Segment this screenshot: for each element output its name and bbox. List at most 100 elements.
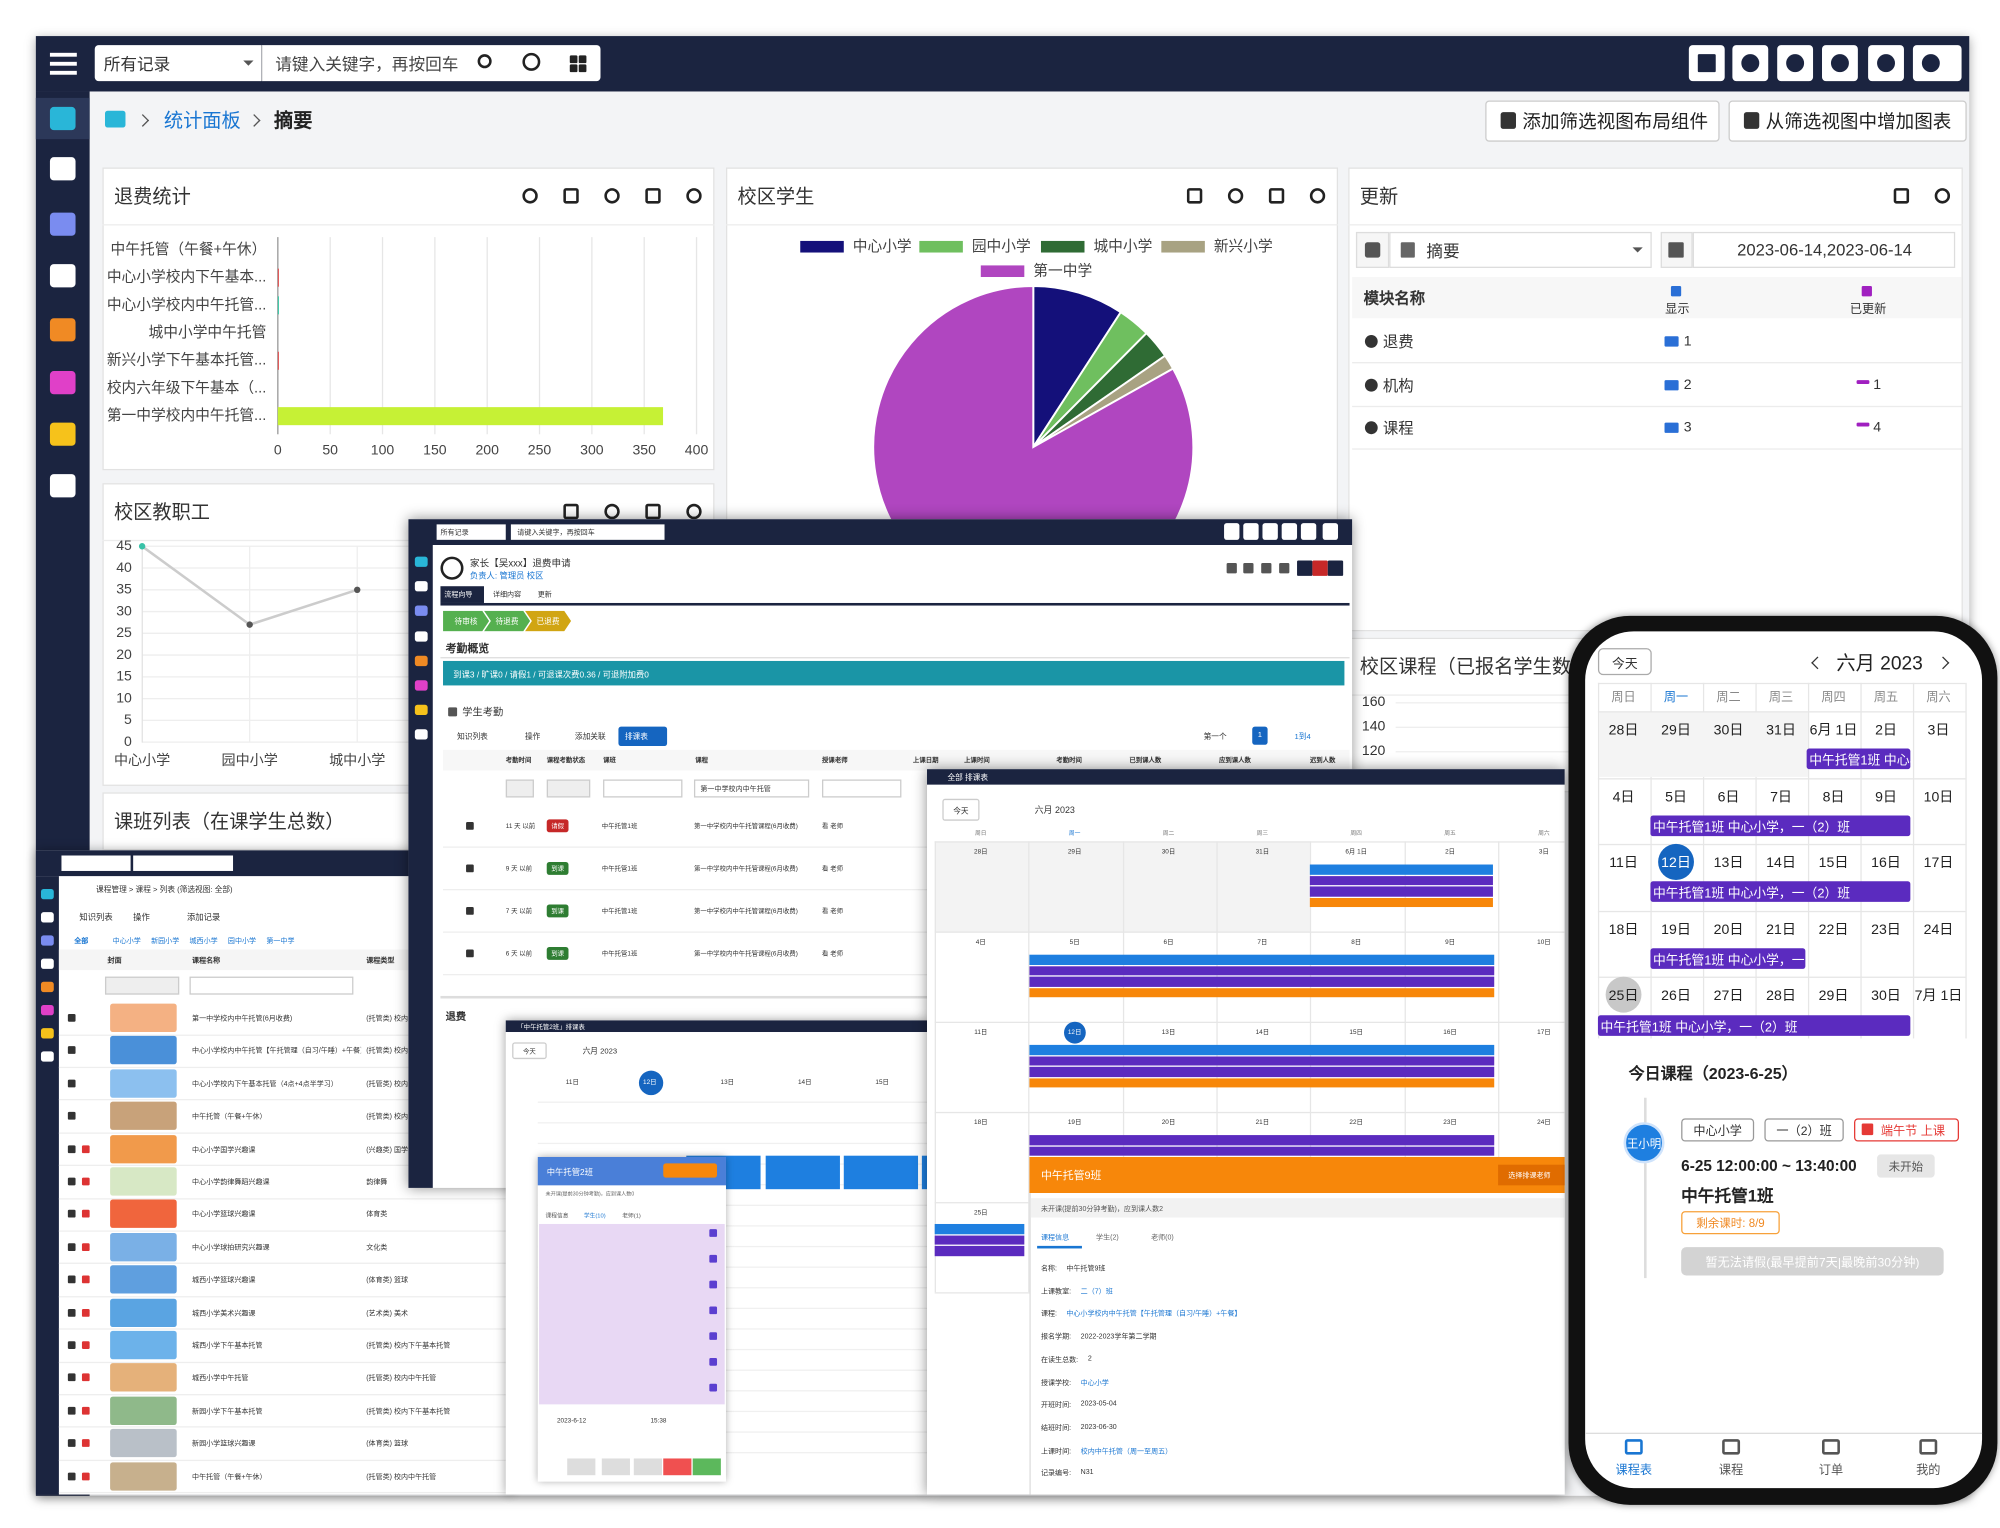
- panel-tool[interactable]: [1893, 188, 1910, 204]
- shown-count[interactable]: 3: [1683, 420, 1692, 436]
- shown-count[interactable]: 2: [1683, 376, 1692, 393]
- today-button[interactable]: [1597, 648, 1652, 676]
- toolbar-button[interactable]: 知识列表: [457, 733, 488, 742]
- tab[interactable]: 更新: [537, 591, 552, 600]
- course-name[interactable]: 新园小学篮球兴趣课: [192, 1440, 256, 1449]
- event-bar[interactable]: 中午托管1班 中心小学，一（2）班: [1650, 948, 1806, 969]
- leave-button[interactable]: [1681, 1247, 1944, 1276]
- panel-tool[interactable]: [1934, 188, 1951, 204]
- updated-count[interactable]: 4: [1873, 420, 1882, 436]
- course-type: (托管类) 校内中午托管: [366, 1375, 437, 1383]
- popup-action[interactable]: [663, 1458, 692, 1476]
- pager[interactable]: 1到4: [1294, 733, 1311, 742]
- pager[interactable]: 1: [1257, 731, 1263, 740]
- course-name[interactable]: 中心小学球拍研究兴趣课: [192, 1244, 270, 1253]
- course-name[interactable]: 中心小学校内下午基本托管（4点+4点半学习）: [192, 1080, 338, 1089]
- course-name[interactable]: 新园小学下午基本托管: [192, 1407, 263, 1416]
- panel-tool[interactable]: [1268, 188, 1285, 204]
- course-name[interactable]: 中午托管（午餐+午休）: [192, 1473, 267, 1482]
- toolbar-button[interactable]: [1281, 523, 1298, 540]
- popup-button[interactable]: [663, 1163, 718, 1178]
- course-name[interactable]: 城西小学美术兴趣课: [192, 1309, 256, 1318]
- primary-button[interactable]: [618, 726, 668, 746]
- popup-tab[interactable]: 课程信息: [545, 1212, 569, 1219]
- filter-tab[interactable]: 中心小学: [112, 937, 141, 946]
- course-name[interactable]: 中午托管（午餐+午休）: [192, 1113, 267, 1122]
- filter-tab[interactable]: 新园小学: [151, 937, 180, 946]
- today-button[interactable]: [942, 798, 980, 821]
- toolbar-button[interactable]: 添加关联: [574, 733, 606, 742]
- popup-action[interactable]: [601, 1458, 630, 1476]
- popup-tab[interactable]: 学生(2): [1096, 1234, 1119, 1243]
- tab[interactable]: 流程向导: [444, 591, 473, 600]
- course-name[interactable]: 中心小学篮球兴趣课: [192, 1211, 256, 1220]
- popup-tab[interactable]: 学生(10): [583, 1212, 606, 1219]
- filter-tab[interactable]: 城西小学: [189, 937, 218, 946]
- course-type: (托管类) 校内中午托管: [366, 1015, 437, 1023]
- updated-count[interactable]: 1: [1873, 376, 1882, 393]
- course-name[interactable]: 第一中学校内中午托管(6月收费): [192, 1015, 293, 1023]
- toolbar-button[interactable]: 知识列表: [79, 913, 113, 923]
- search-input[interactable]: [261, 45, 601, 82]
- toolbar-button[interactable]: 添加记录: [186, 913, 221, 923]
- popup-action[interactable]: [692, 1458, 721, 1476]
- filter-tab[interactable]: 全部: [74, 937, 89, 946]
- date-input[interactable]: [1692, 231, 1956, 268]
- course-name[interactable]: 中心小学国学兴趣课: [192, 1146, 256, 1154]
- panel-tool[interactable]: [563, 503, 579, 520]
- shown-count[interactable]: 1: [1683, 333, 1692, 350]
- popup-button[interactable]: [1498, 1164, 1565, 1186]
- popup-action[interactable]: [633, 1458, 662, 1476]
- breadcrumb-link[interactable]: 统计面板: [163, 110, 241, 133]
- toolbar-button[interactable]: [1243, 523, 1259, 540]
- popup-tab[interactable]: 老师(0): [1151, 1234, 1174, 1243]
- icon: [414, 556, 428, 567]
- toolbar-button[interactable]: 排课表: [624, 733, 648, 742]
- toolbar-button[interactable]: [1224, 523, 1240, 540]
- tab-label[interactable]: 课程表: [1615, 1463, 1653, 1478]
- popup-tab[interactable]: 老师(1): [622, 1212, 641, 1219]
- popup-action[interactable]: [567, 1458, 596, 1476]
- toolbar-button[interactable]: [1322, 523, 1339, 540]
- course-name[interactable]: 城西小学中午托管: [192, 1375, 249, 1383]
- toolbar-button[interactable]: [1300, 523, 1317, 540]
- event-bar[interactable]: 中午托管1班 中心小学，一（2）班: [1597, 1015, 1911, 1036]
- panel-tool[interactable]: [522, 188, 538, 204]
- toolbar-button[interactable]: 操作: [524, 733, 541, 742]
- panel-tool[interactable]: [1227, 188, 1244, 204]
- filter-tab[interactable]: 第一中学: [266, 937, 295, 946]
- toolbar-button[interactable]: [1262, 523, 1278, 540]
- panel-tool[interactable]: [645, 503, 661, 520]
- panel-tool[interactable]: [563, 188, 579, 204]
- panel-tool[interactable]: [604, 503, 620, 520]
- view-select[interactable]: [1389, 231, 1652, 268]
- course-name[interactable]: 中心小学韵律舞蹈兴趣课: [192, 1178, 270, 1187]
- panel-tool[interactable]: [604, 188, 620, 204]
- course-name[interactable]: 城西小学篮球兴趣课: [192, 1277, 256, 1285]
- filter-tab[interactable]: 园中小学: [227, 937, 257, 946]
- panel-tool[interactable]: [645, 188, 661, 204]
- today-button[interactable]: [512, 1042, 547, 1060]
- event-bar[interactable]: 中午托管1班 中心小学，一（2）班: [1650, 881, 1911, 902]
- panel-tool[interactable]: [686, 503, 702, 520]
- action-button[interactable]: [1485, 100, 1720, 142]
- panel-tool[interactable]: [1309, 188, 1326, 204]
- course-name[interactable]: 城西小学下午基本托管: [192, 1342, 263, 1351]
- panel-tool[interactable]: [686, 188, 702, 204]
- popup-tab[interactable]: 课程信息: [1040, 1234, 1070, 1243]
- event-bar[interactable]: 中午托管1班 中心小学，一（2）班: [1650, 815, 1911, 837]
- event-bar[interactable]: 中午托管1班 中心小学，一（2）班: [1806, 748, 1911, 770]
- course-name[interactable]: 中心小学校内中午托管【午托管理（自习/午睡）+午餐】: [192, 1047, 362, 1056]
- tab-label[interactable]: 我的: [1916, 1463, 1941, 1478]
- tab-label[interactable]: 课程: [1718, 1463, 1744, 1478]
- column-header: 课程类型: [366, 957, 395, 966]
- toolbar-button[interactable]: 操作: [133, 913, 150, 923]
- tab-label[interactable]: 订单: [1818, 1463, 1844, 1478]
- action-button[interactable]: [1728, 100, 1967, 142]
- row-divider: [58, 1263, 513, 1265]
- column-header: 考勤时间: [1056, 756, 1082, 765]
- panel-tool[interactable]: [1186, 188, 1203, 204]
- tab[interactable]: 详细内容: [492, 591, 522, 600]
- pager[interactable]: 第一个: [1203, 733, 1227, 742]
- scope-select[interactable]: [94, 45, 262, 82]
